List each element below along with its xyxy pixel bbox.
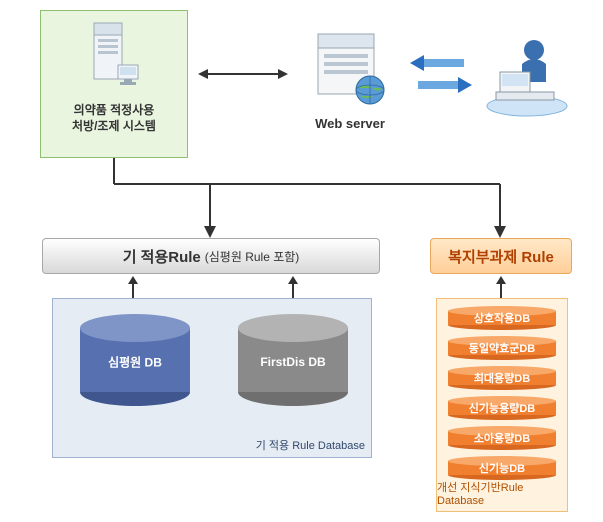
db-pill: 소아용량DB [444, 426, 560, 450]
webserver-icon [300, 28, 400, 114]
db-pill-label: 상호작용DB [444, 306, 560, 330]
db-cylinder-shimpyungwon: 심평원 DB [76, 312, 194, 408]
system-caption: 의약품 적정사용 처방/조제 시스템 [72, 103, 156, 134]
db-pill: 상호작용DB [444, 306, 560, 330]
db-cylinder-firstdis: FirstDis DB [234, 312, 352, 408]
webserver-label: Web server [300, 116, 400, 131]
rule-bar-left-title: 기 적용Rule [123, 246, 201, 267]
right-db-panel-caption: 개선 지식기반Rule Database [437, 479, 561, 507]
architecture-diagram: 의약품 적정사용 처방/조제 시스템 Web server [0, 0, 603, 522]
up-arrow-icon [494, 276, 508, 300]
splitter-connector [40, 158, 560, 238]
double-arrow-icon [198, 66, 288, 82]
user-at-desk-icon [482, 28, 572, 118]
rule-bar-left: 기 적용Rule (심평원 Rule 포함) [42, 238, 380, 274]
db-pill-label: 소아용량DB [444, 426, 560, 450]
db-cylinder-label: 심평원 DB [76, 353, 194, 370]
system-caption-line2: 처방/조제 시스템 [72, 119, 156, 133]
system-caption-line1: 의약품 적정사용 [74, 103, 155, 117]
server-tower-icon [84, 19, 144, 99]
right-db-list: 상호작용DB 동일약효군DB 최대용량DB 신기능용량DB 소아용량DB 신기능DB [444, 306, 560, 480]
db-pill-label: 신기능DB [444, 456, 560, 480]
db-pill-label: 동일약효군DB [444, 336, 560, 360]
webserver-group: Web server [300, 28, 400, 131]
left-db-panel-caption: 기 적용 Rule Database [256, 437, 365, 453]
rule-bar-right: 복지부과제 Rule [430, 238, 572, 274]
user-group [482, 28, 572, 118]
db-pill: 최대용량DB [444, 366, 560, 390]
rule-bar-left-sub: (심평원 Rule 포함) [205, 248, 300, 265]
up-arrow-icon [286, 276, 300, 300]
rule-bar-right-title: 복지부과제 Rule [448, 246, 554, 267]
request-response-arrows [410, 54, 472, 94]
db-pill: 신기능DB [444, 456, 560, 480]
db-pill-label: 최대용량DB [444, 366, 560, 390]
system-box: 의약품 적정사용 처방/조제 시스템 [40, 10, 188, 158]
db-cylinder-label: FirstDis DB [234, 355, 352, 369]
db-pill: 신기능용량DB [444, 396, 560, 420]
db-pill: 동일약효군DB [444, 336, 560, 360]
up-arrow-icon [126, 276, 140, 300]
db-pill-label: 신기능용량DB [444, 396, 560, 420]
